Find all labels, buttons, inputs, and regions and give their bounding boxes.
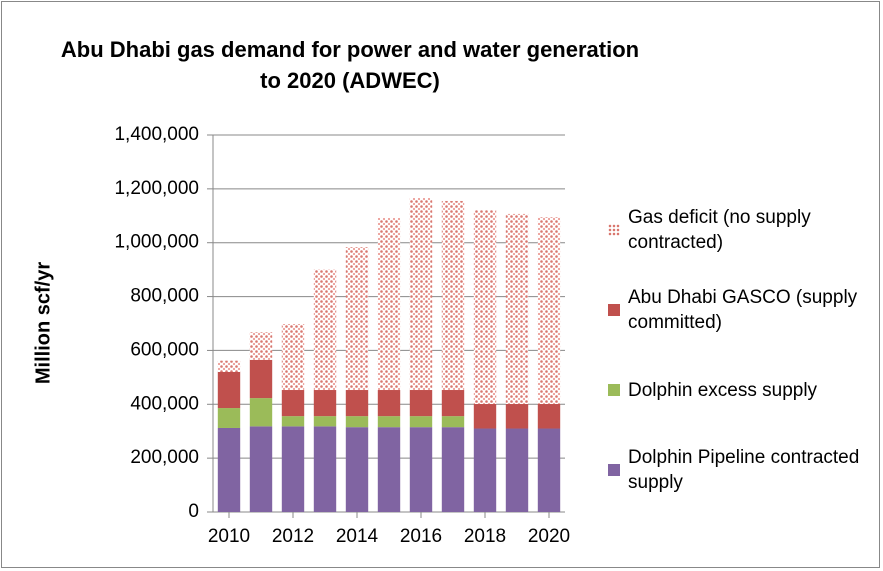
x-tick-label: 2012 (272, 526, 314, 547)
legend-swatch (608, 384, 620, 396)
bar-segment (249, 398, 273, 427)
chart-title: Abu Dhabi gas demand for power and water… (60, 37, 640, 93)
bar-segment (409, 390, 433, 417)
bar-segment (281, 416, 305, 427)
x-tick-label: 2020 (528, 526, 570, 547)
bar-segment (313, 269, 337, 391)
bar-segment (249, 332, 273, 360)
legend-label: Gas deficit (no supply contracted) (628, 207, 811, 253)
y-tick-label: 1,400,000 (114, 124, 199, 145)
bar-segment (345, 416, 369, 428)
bar-segment (473, 404, 497, 429)
bar-segment (537, 428, 561, 512)
x-tick-label: 2010 (208, 526, 250, 547)
bar-segment (217, 427, 241, 512)
bar-segment (377, 427, 401, 512)
bar-segment (441, 427, 465, 512)
bar-segment (377, 390, 401, 417)
bar-segment (217, 371, 241, 409)
bar-segment (249, 359, 273, 399)
bar-segment (409, 427, 433, 512)
bar-segment (345, 247, 369, 391)
legend-swatch (608, 224, 620, 236)
bar-segment (217, 360, 241, 372)
y-tick-label: 600,000 (130, 339, 199, 360)
legend-item: Dolphin Pipeline contracted supply (608, 430, 878, 510)
bar-segment (505, 428, 529, 512)
y-tick-label: 1,000,000 (114, 232, 199, 253)
bar-segment (409, 198, 433, 391)
y-tick-label: 1,200,000 (114, 178, 199, 199)
x-tick-label: 2016 (400, 526, 442, 547)
bar-segment (537, 404, 561, 429)
legend-label: Dolphin Pipeline contracted supply (628, 447, 860, 493)
bar-segment (441, 200, 465, 391)
bar-segment (345, 390, 369, 417)
bar-segment (473, 210, 497, 405)
bar-segment (537, 217, 561, 405)
bar-segment (473, 428, 497, 512)
bar-segment (377, 217, 401, 391)
bar-segment (441, 416, 465, 428)
legend: Gas deficit (no supply contracted) Abu Dh… (608, 190, 878, 510)
y-tick-label: 800,000 (130, 286, 199, 307)
bar-segment (281, 324, 305, 391)
bar-segment (505, 404, 529, 429)
x-tick-label: 2014 (336, 526, 379, 547)
legend-item: Gas deficit (no supply contracted) (608, 190, 878, 270)
legend-swatch (608, 464, 620, 476)
bar-segment (249, 426, 273, 512)
bar-segment (313, 416, 337, 427)
bar-segment (377, 416, 401, 428)
bar-segment (505, 213, 529, 405)
bar-segment (281, 426, 305, 512)
legend-swatch (608, 304, 620, 316)
bar-segment (313, 390, 337, 417)
bar-segment (281, 390, 305, 417)
legend-label: Abu Dhabi GASCO (supply committed) (628, 287, 858, 333)
y-tick-label: 0 (188, 501, 199, 522)
y-tick-label: 200,000 (130, 447, 199, 468)
bar-segment (441, 390, 465, 417)
x-tick-label: 2018 (464, 526, 506, 547)
legend-label: Dolphin excess supply (628, 379, 818, 401)
bar-segment (217, 408, 241, 428)
bar-segment (409, 416, 433, 428)
legend-item: Abu Dhabi GASCO (supply committed) (608, 270, 878, 350)
y-axis-label: Million scf/yr (32, 262, 54, 384)
legend-item: Dolphin excess supply (608, 350, 878, 430)
y-tick-label: 400,000 (130, 393, 199, 414)
bar-segment (345, 427, 369, 512)
bar-segment (313, 426, 337, 512)
